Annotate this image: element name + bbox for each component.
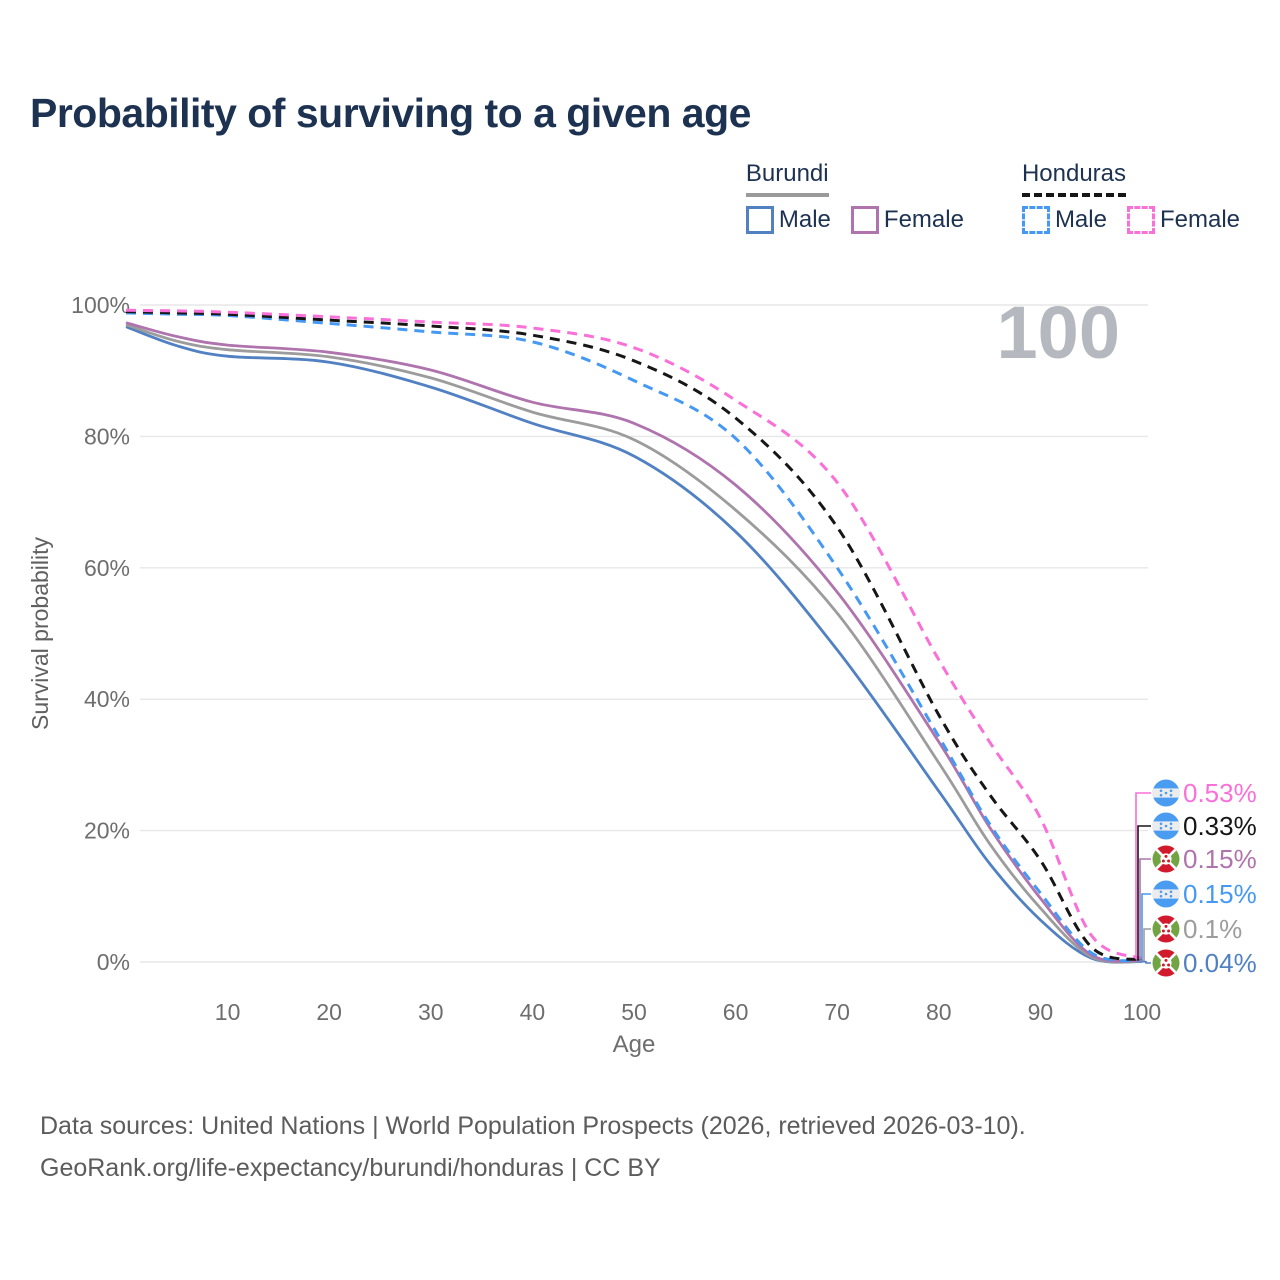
end-label-connector <box>1139 858 1151 962</box>
honduras-flag-icon <box>1152 779 1180 807</box>
burundi-flag-icon <box>1152 845 1180 873</box>
legend-item-label: Female <box>1159 206 1240 233</box>
burundi-flag-icon <box>1152 949 1180 977</box>
legend-item-honduras-female[interactable]: Female <box>1126 206 1240 234</box>
legend-heading-honduras: Honduras <box>1021 160 1126 197</box>
honduras-female-swatch-icon[interactable] <box>1126 206 1155 234</box>
y-tick-label: 100% <box>71 292 130 318</box>
x-tick-label: 80 <box>926 999 952 1025</box>
end-value-label: 0.04% <box>1183 948 1257 978</box>
honduras-flag-icon <box>1152 812 1180 840</box>
x-tick-label: 70 <box>824 999 850 1025</box>
x-tick-label: 50 <box>621 999 647 1025</box>
end-label-connector <box>1135 792 1151 960</box>
end-value-label: 0.15% <box>1183 879 1257 909</box>
legend: Burundi Male Female Honduras Male <box>745 160 1240 234</box>
attribution-line: GeoRank.org/life-expectancy/burundi/hond… <box>40 1154 661 1182</box>
series-line-burundi-female[interactable] <box>125 321 1143 963</box>
series-line-honduras-both-sexes[interactable] <box>125 310 1143 962</box>
legend-item-label: Male <box>778 206 831 233</box>
end-label-connector <box>1141 893 1151 961</box>
series-line-burundi-both-sexes[interactable] <box>125 323 1143 964</box>
y-tick-label: 60% <box>84 555 130 581</box>
x-axis-title: Age <box>613 1031 656 1058</box>
legend-item-label: Female <box>883 206 964 233</box>
series-line-burundi-male[interactable] <box>125 325 1143 964</box>
burundi-female-swatch-icon[interactable] <box>850 206 879 234</box>
legend-group-burundi: Burundi Male Female <box>745 160 964 234</box>
y-tick-label: 20% <box>84 818 130 844</box>
series-line-honduras-male[interactable] <box>125 311 1143 963</box>
age-watermark: 100 <box>996 291 1120 374</box>
honduras-male-swatch-icon[interactable] <box>1021 206 1050 234</box>
page-title: Probability of surviving to a given age <box>30 90 751 136</box>
y-tick-label: 0% <box>97 949 130 975</box>
end-label-connector <box>1142 960 1151 964</box>
x-tick-label: 100 <box>1123 999 1161 1025</box>
end-label-connector <box>1142 928 1151 963</box>
footer: Data sources: United Nations | World Pop… <box>40 1105 1026 1189</box>
data-sources-line: Data sources: United Nations | World Pop… <box>40 1112 1026 1140</box>
x-tick-label: 60 <box>723 999 749 1025</box>
x-tick-label: 10 <box>215 999 241 1025</box>
legend-item-label: Male <box>1054 206 1107 233</box>
y-tick-label: 80% <box>84 423 130 449</box>
legend-item-honduras-male[interactable]: Male <box>1021 206 1107 234</box>
burundi-male-swatch-icon[interactable] <box>745 206 774 234</box>
y-axis-title: Survival probability <box>27 536 53 730</box>
end-value-label: 0.33% <box>1183 811 1257 841</box>
x-tick-label: 90 <box>1028 999 1054 1025</box>
y-tick-label: 40% <box>84 686 130 712</box>
end-value-label: 0.15% <box>1183 844 1257 874</box>
honduras-flag-icon <box>1152 880 1180 908</box>
end-value-label: 0.1% <box>1183 914 1242 944</box>
x-tick-label: 30 <box>418 999 444 1025</box>
series-line-honduras-female[interactable] <box>125 308 1143 960</box>
end-value-label: 0.53% <box>1183 778 1257 808</box>
legend-group-honduras: Honduras Male Female <box>1021 160 1240 234</box>
legend-heading-burundi: Burundi <box>745 160 829 197</box>
burundi-flag-icon <box>1152 915 1180 943</box>
x-tick-label: 20 <box>316 999 342 1025</box>
legend-item-burundi-male[interactable]: Male <box>745 206 831 234</box>
legend-item-burundi-female[interactable]: Female <box>850 206 964 234</box>
x-tick-label: 40 <box>520 999 546 1025</box>
